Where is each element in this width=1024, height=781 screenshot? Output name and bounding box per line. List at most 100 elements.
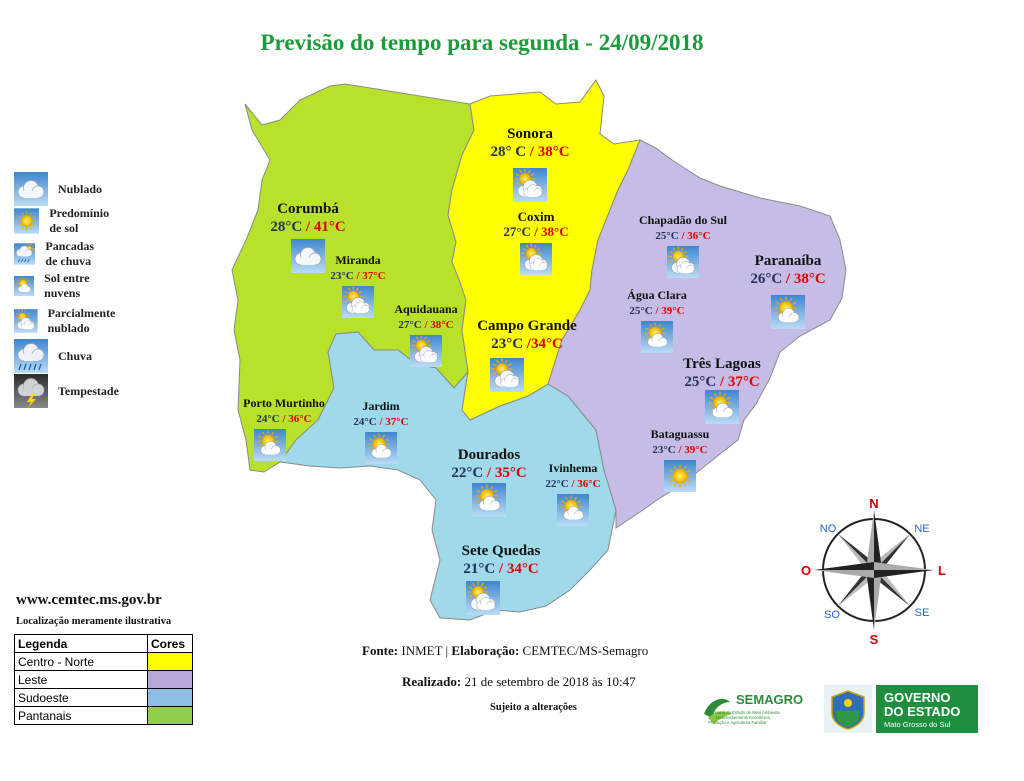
min-temp: 24°C: [353, 416, 376, 428]
compass-no: NO: [820, 523, 837, 535]
city-name: Dourados: [458, 447, 521, 463]
min-temp: 25°C: [629, 305, 652, 317]
city-temps: 27°C / 38°C: [503, 224, 568, 239]
min-temp: 23°C: [491, 336, 523, 352]
city-temps: 24°C / 37°C: [353, 416, 408, 428]
tempestade-icon: [14, 374, 48, 408]
city-temps: 25°C / 39°C: [629, 305, 684, 317]
max-temp: / 37°C: [354, 270, 386, 282]
region-name: Leste: [14, 670, 148, 689]
max-temp: / 37°C: [716, 374, 760, 390]
city-name: Aquidauana: [394, 302, 457, 316]
city-corumb-: Corumbá 28°C / 41°C: [270, 201, 346, 273]
city--gua-clara: Água Clara 25°C / 39°C: [627, 288, 687, 353]
city-temps: 23°C /34°C: [491, 336, 563, 352]
legend-item-tempestade: Tempestade: [14, 374, 119, 408]
elaboracao-value: CEMTEC/MS-Semagro: [522, 643, 649, 658]
city-temps: 22°C / 35°C: [451, 465, 526, 481]
max-temp: /34°C: [523, 336, 563, 352]
city-temps: 25°C / 36°C: [655, 230, 710, 242]
region-swatch: [147, 670, 193, 689]
semagro-sub1: Secretaria de Estado de Meio Ambiente,: [706, 710, 781, 715]
region-sudoeste: [279, 331, 617, 621]
city-name: Campo Grande: [477, 318, 577, 334]
city-name: Jardim: [362, 399, 399, 413]
table-row: Centro - Norte: [14, 652, 193, 671]
realizado-value: 21 de setembro de 2018 às 10:47: [464, 674, 636, 689]
city-chapad-o-do-sul: Chapadão do Sul 25°C / 36°C: [639, 213, 728, 278]
min-temp: 27°C: [398, 319, 421, 331]
city-tr-s-lagoas: Três Lagoas 25°C / 37°C: [683, 356, 761, 424]
legend-header: Legenda: [14, 634, 148, 653]
min-temp: 23°C: [652, 444, 675, 456]
max-temp: / 38°C: [782, 271, 826, 287]
city-name: Sonora: [507, 126, 553, 142]
compass-n: N: [869, 496, 878, 511]
city-temps: 26°C / 38°C: [750, 271, 825, 287]
issued-line: Realizado: 21 de setembro de 2018 às 10:…: [402, 674, 636, 690]
city-name: Sete Quedas: [462, 543, 541, 559]
fonte-label: Fonte:: [362, 643, 399, 658]
sol-entre-nuvens-icon: [557, 494, 589, 526]
max-temp: / 34°C: [495, 561, 539, 577]
chuva-icon: [14, 339, 48, 373]
semagro-sub2: Desenvolvimento Econômico,: [716, 715, 771, 720]
city-dourados: Dourados 22°C / 35°C: [451, 447, 527, 517]
min-temp: 21°C: [463, 561, 495, 577]
compass-l: L: [938, 563, 946, 578]
compass-s: S: [870, 632, 879, 647]
city-forecasts: Sonora 28° C / 38°C Corumbá 28°C / 41°C Coxi…: [243, 126, 826, 615]
compass-rose: N S O L NO NE SO SE: [801, 496, 946, 647]
semagro-name: SEMAGRO: [736, 692, 803, 707]
compass-se: SE: [915, 607, 930, 619]
region-legend-table: Legenda Cores Centro - Norte Leste Sudoe…: [14, 634, 193, 725]
max-temp: / 36°C: [569, 478, 601, 490]
max-temp: / 41°C: [302, 219, 346, 235]
region-leste: [547, 139, 847, 529]
compass-o: O: [801, 563, 811, 578]
website-link[interactable]: www.cemtec.ms.gov.br: [16, 592, 162, 608]
elaboracao-label: Elaboração:: [451, 643, 520, 658]
city-name: Miranda: [335, 253, 380, 267]
city-temps: 25°C / 37°C: [684, 374, 759, 390]
nublado-icon: [291, 239, 325, 273]
parcialmente-nublado-icon: [490, 358, 524, 392]
semagro-sub3: Produção e Agricultura Familiar: [708, 720, 767, 725]
city-name: Ivinhema: [549, 461, 598, 475]
legend-item-nublado: Nublado: [14, 172, 102, 206]
compass-ne: NE: [914, 523, 929, 535]
city-sete-quedas: Sete Quedas 21°C / 34°C: [462, 543, 541, 615]
city-porto-murtinho: Porto Murtinho 24°C / 36°C: [243, 396, 325, 461]
parcialmente-nublado-icon: [513, 168, 547, 202]
legend-label: Nublado: [58, 181, 103, 196]
max-temp: / 39°C: [676, 444, 708, 456]
city-name: Corumbá: [277, 201, 339, 217]
gov-line2: DO ESTADO: [884, 704, 960, 719]
sun-icon: [664, 460, 696, 492]
table-row: Leste: [14, 670, 193, 689]
city-aquidauana: Aquidauana 27°C / 38°C: [394, 302, 458, 367]
city-miranda: Miranda 23°C / 37°C: [330, 253, 386, 318]
city-temps: 22°C / 36°C: [545, 478, 600, 490]
min-temp: 28° C: [490, 144, 526, 160]
city-bataguassu: Bataguassu 23°C / 39°C: [651, 427, 710, 492]
city-name: Chapadão do Sul: [639, 213, 728, 227]
parcialmente-nublado-icon: [520, 243, 552, 275]
source-line: Fonte: INMET | Elaboração: CEMTEC/MS-Sem…: [362, 643, 649, 658]
min-temp: 28°C: [270, 219, 302, 235]
min-temp: 24°C: [256, 413, 279, 425]
colors-header: Cores: [147, 634, 193, 653]
city-name: Três Lagoas: [683, 356, 761, 372]
sun-icon: [14, 208, 40, 234]
sol-entre-nuvens-icon: [365, 432, 397, 464]
sol-entre-nuvens-icon: [641, 321, 673, 353]
city-name: Paranaíba: [755, 253, 822, 269]
max-temp: / 35°C: [483, 465, 527, 481]
region-name: Sudoeste: [14, 688, 148, 707]
city-name: Porto Murtinho: [243, 396, 325, 410]
region-name: Pantanais: [14, 706, 148, 725]
max-temp: / 38°C: [526, 144, 570, 160]
legend-label: Tempestade: [58, 383, 119, 398]
semagro-logo: SEMAGRO Secretaria de Estado de Meio Amb…: [704, 692, 803, 725]
min-temp: 25°C: [684, 374, 716, 390]
